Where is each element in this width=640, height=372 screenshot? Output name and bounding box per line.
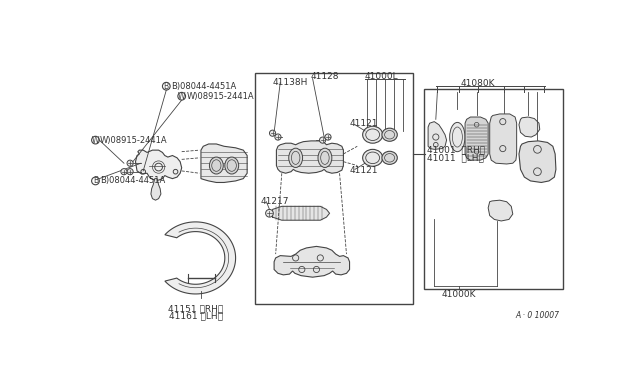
Text: 41121: 41121 [349,119,378,128]
Polygon shape [276,141,344,173]
Ellipse shape [363,126,383,143]
Ellipse shape [289,148,303,167]
Circle shape [266,209,273,217]
Polygon shape [428,122,447,150]
Polygon shape [273,206,330,220]
Polygon shape [165,222,236,294]
Polygon shape [136,150,182,180]
Text: 41128: 41128 [311,73,340,81]
Circle shape [275,134,281,140]
Ellipse shape [318,148,332,167]
Polygon shape [465,117,488,160]
Polygon shape [201,144,247,183]
Circle shape [121,169,127,175]
Text: 41080K: 41080K [461,78,495,88]
Text: W: W [92,136,99,145]
Text: 41151 〈RH〉: 41151 〈RH〉 [168,304,223,313]
Ellipse shape [382,128,397,141]
Text: W)08915-2441A: W)08915-2441A [100,136,168,145]
Text: 41011  〈LH〉: 41011 〈LH〉 [427,153,483,162]
Bar [255,73,413,304]
Circle shape [319,137,326,143]
Text: 41217: 41217 [260,197,289,206]
Text: B: B [93,176,98,185]
Text: B)08044-4451A: B)08044-4451A [100,176,165,185]
Polygon shape [519,141,556,183]
Ellipse shape [363,150,383,166]
Polygon shape [274,246,349,277]
Circle shape [325,134,331,140]
Circle shape [269,130,276,136]
Text: A · 0 10007: A · 0 10007 [515,311,559,320]
Polygon shape [488,200,513,221]
Ellipse shape [450,122,465,152]
Text: 41000L: 41000L [365,73,399,81]
Text: 41138H: 41138H [273,78,308,87]
Text: B)08044-4451A: B)08044-4451A [171,82,236,91]
Ellipse shape [382,151,397,164]
Text: 41121: 41121 [349,166,378,176]
Text: W)08915-2441A: W)08915-2441A [186,92,254,101]
Text: 41161 〈LH〉: 41161 〈LH〉 [168,311,223,320]
Text: W: W [178,92,186,101]
Polygon shape [490,114,516,164]
Circle shape [127,169,133,175]
Text: 41001  〈RH〉: 41001 〈RH〉 [427,145,484,155]
Text: 41000K: 41000K [442,291,476,299]
Circle shape [127,160,133,166]
Polygon shape [519,117,540,137]
Bar [424,89,563,289]
Ellipse shape [225,157,239,174]
Polygon shape [151,179,161,200]
Ellipse shape [209,157,223,174]
Text: B: B [164,82,169,91]
